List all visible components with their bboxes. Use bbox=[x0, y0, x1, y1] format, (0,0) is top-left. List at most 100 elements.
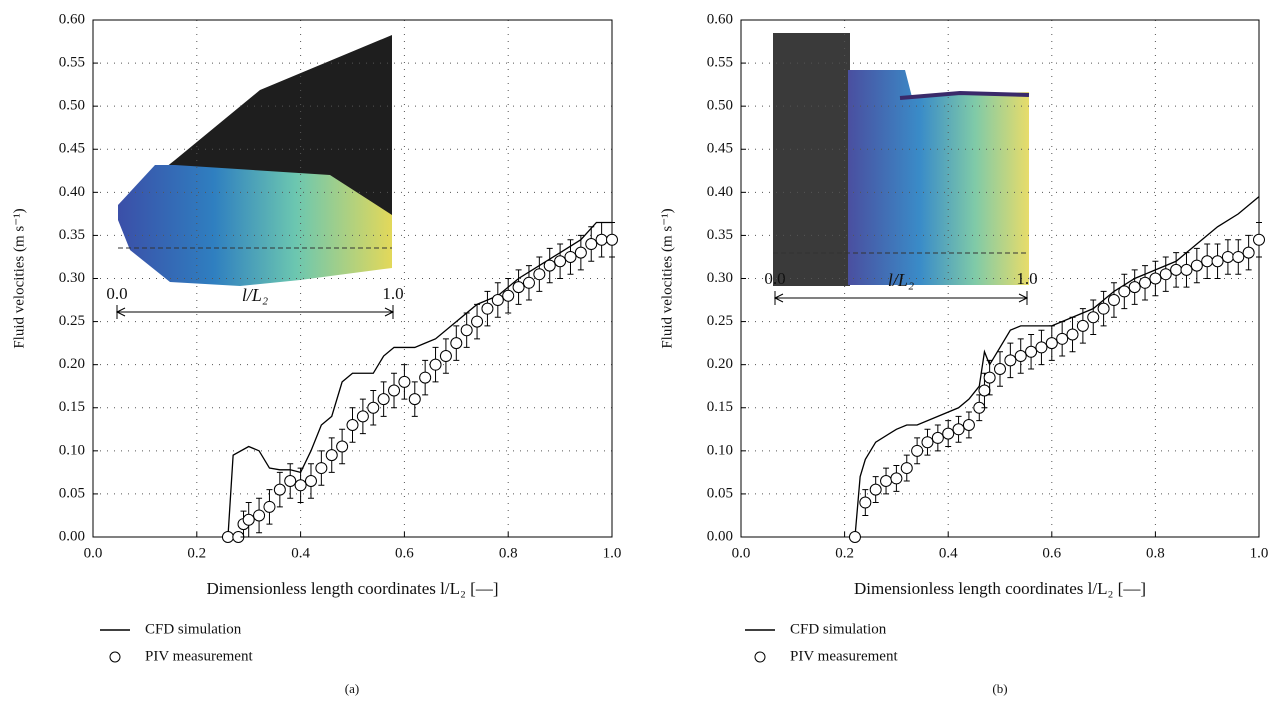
marker bbox=[377, 393, 390, 406]
marker bbox=[263, 500, 276, 513]
inset-image bbox=[118, 35, 392, 286]
piv-point bbox=[367, 390, 380, 426]
piv-point bbox=[325, 437, 338, 473]
piv-point bbox=[356, 398, 369, 435]
piv-point bbox=[481, 290, 494, 327]
y-tick-label: 0.35 bbox=[707, 227, 733, 243]
piv-point bbox=[1253, 221, 1265, 258]
piv-point bbox=[253, 497, 266, 534]
inset-arrow-head bbox=[115, 307, 395, 317]
marker bbox=[1045, 337, 1058, 350]
y-tick-label: 0.60 bbox=[59, 11, 85, 27]
marker bbox=[869, 483, 882, 496]
piv-point bbox=[848, 531, 861, 543]
piv-point bbox=[1107, 282, 1120, 318]
piv-point bbox=[242, 502, 255, 538]
marker bbox=[994, 362, 1006, 375]
piv-point bbox=[502, 278, 515, 314]
x-tick-label: 0.4 bbox=[291, 545, 310, 561]
x-axis-label: Dimensionless length coordinates l/L₂ [—… bbox=[206, 579, 498, 598]
piv-point bbox=[460, 312, 473, 348]
marker bbox=[1232, 250, 1245, 263]
marker bbox=[1128, 281, 1141, 294]
marker bbox=[1190, 259, 1203, 272]
plot-frame bbox=[92, 19, 613, 538]
piv-point bbox=[533, 256, 546, 292]
legend-label: CFD simulation bbox=[790, 621, 887, 637]
piv-point bbox=[284, 463, 297, 499]
piv-point bbox=[471, 303, 484, 340]
piv-point bbox=[315, 450, 328, 486]
piv-point bbox=[263, 489, 276, 525]
piv-point bbox=[1180, 252, 1193, 288]
marker bbox=[859, 496, 872, 509]
piv-point bbox=[1004, 342, 1017, 379]
piv-point bbox=[408, 381, 421, 417]
x-tick-label: 0.2 bbox=[835, 545, 854, 561]
piv-point bbox=[1097, 290, 1110, 327]
piv-point bbox=[1232, 239, 1245, 275]
legend-label: CFD simulation bbox=[145, 621, 242, 637]
marker bbox=[419, 371, 432, 384]
marker bbox=[304, 474, 317, 487]
marker bbox=[284, 474, 297, 487]
piv-point bbox=[1076, 308, 1089, 344]
y-tick-label: 0.60 bbox=[707, 11, 733, 27]
y-tick-label: 0.10 bbox=[59, 442, 85, 458]
marker bbox=[606, 233, 618, 246]
inset-start-label: 0.0 bbox=[764, 269, 785, 288]
piv-point bbox=[429, 346, 442, 383]
piv-point bbox=[543, 247, 556, 284]
marker bbox=[408, 393, 421, 406]
x-tick-label: 0.8 bbox=[1146, 545, 1165, 561]
x-tick-label: 0.8 bbox=[499, 545, 518, 561]
piv-point bbox=[346, 407, 359, 443]
piv-point bbox=[869, 476, 882, 504]
marker bbox=[273, 483, 286, 496]
y-axis-label: Fluid velocities (m s⁻¹) bbox=[11, 208, 27, 348]
piv-point bbox=[273, 471, 286, 508]
marker bbox=[1149, 272, 1162, 285]
piv-point bbox=[439, 338, 452, 374]
marker bbox=[491, 294, 504, 307]
marker bbox=[242, 513, 255, 526]
marker bbox=[253, 509, 266, 522]
marker bbox=[848, 531, 861, 543]
inset-arrow-head bbox=[773, 293, 1029, 303]
piv-point bbox=[554, 243, 567, 279]
x-tick-label: 0.0 bbox=[84, 545, 103, 561]
marker bbox=[1014, 350, 1027, 363]
marker bbox=[1118, 285, 1131, 298]
marker bbox=[1180, 263, 1193, 276]
piv-point bbox=[1159, 256, 1172, 292]
piv-point bbox=[1201, 243, 1214, 279]
piv-point bbox=[304, 463, 317, 499]
y-tick-label: 0.20 bbox=[707, 356, 733, 372]
x-tick-label: 0.2 bbox=[187, 545, 206, 561]
marker bbox=[356, 410, 369, 423]
marker bbox=[942, 427, 955, 440]
marker bbox=[574, 246, 587, 259]
marker bbox=[221, 531, 234, 543]
piv-point bbox=[994, 351, 1006, 387]
piv-point bbox=[983, 359, 996, 396]
y-tick-label: 0.25 bbox=[59, 313, 85, 329]
y-tick-label: 0.15 bbox=[707, 399, 733, 415]
marker bbox=[439, 350, 452, 363]
marker bbox=[880, 474, 893, 487]
y-tick-label: 0.05 bbox=[59, 485, 85, 501]
marker bbox=[346, 418, 359, 431]
marker bbox=[1107, 294, 1120, 307]
y-tick-label: 0.30 bbox=[707, 270, 733, 286]
y-tick-label: 0.35 bbox=[59, 227, 85, 243]
marker bbox=[564, 250, 577, 263]
piv-point bbox=[221, 531, 234, 543]
y-tick-label: 0.55 bbox=[59, 55, 85, 71]
marker bbox=[543, 259, 556, 272]
marker bbox=[1242, 246, 1255, 259]
marker bbox=[1201, 255, 1214, 268]
marker bbox=[315, 462, 328, 475]
piv-point bbox=[1149, 260, 1162, 297]
marker bbox=[1170, 263, 1183, 276]
